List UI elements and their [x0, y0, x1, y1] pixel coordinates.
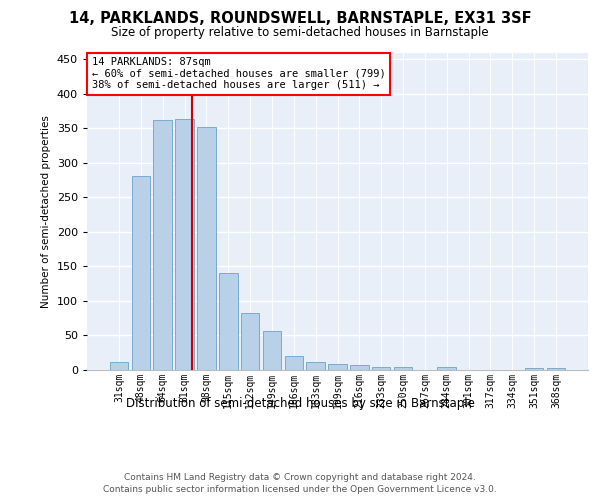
Bar: [284, 356, 303, 370]
Bar: [437, 367, 456, 370]
Bar: [175, 120, 194, 370]
Text: Contains HM Land Registry data © Crown copyright and database right 2024.: Contains HM Land Registry data © Crown c…: [124, 472, 476, 482]
Bar: [307, 362, 325, 370]
Bar: [350, 365, 368, 370]
Bar: [154, 120, 172, 370]
Bar: [131, 176, 150, 370]
Bar: [394, 366, 412, 370]
Text: 14 PARKLANDS: 87sqm
← 60% of semi-detached houses are smaller (799)
38% of semi-: 14 PARKLANDS: 87sqm ← 60% of semi-detach…: [92, 58, 386, 90]
Bar: [547, 368, 565, 370]
Text: 14, PARKLANDS, ROUNDSWELL, BARNSTAPLE, EX31 3SF: 14, PARKLANDS, ROUNDSWELL, BARNSTAPLE, E…: [68, 11, 532, 26]
Text: Contains public sector information licensed under the Open Government Licence v3: Contains public sector information licen…: [103, 485, 497, 494]
Text: Size of property relative to semi-detached houses in Barnstaple: Size of property relative to semi-detach…: [111, 26, 489, 39]
Text: Distribution of semi-detached houses by size in Barnstaple: Distribution of semi-detached houses by …: [125, 398, 475, 410]
Bar: [241, 314, 259, 370]
Bar: [219, 274, 238, 370]
Bar: [263, 330, 281, 370]
Bar: [372, 366, 391, 370]
Bar: [328, 364, 347, 370]
Bar: [197, 127, 216, 370]
Bar: [110, 362, 128, 370]
Y-axis label: Number of semi-detached properties: Number of semi-detached properties: [41, 115, 51, 308]
Bar: [525, 368, 544, 370]
